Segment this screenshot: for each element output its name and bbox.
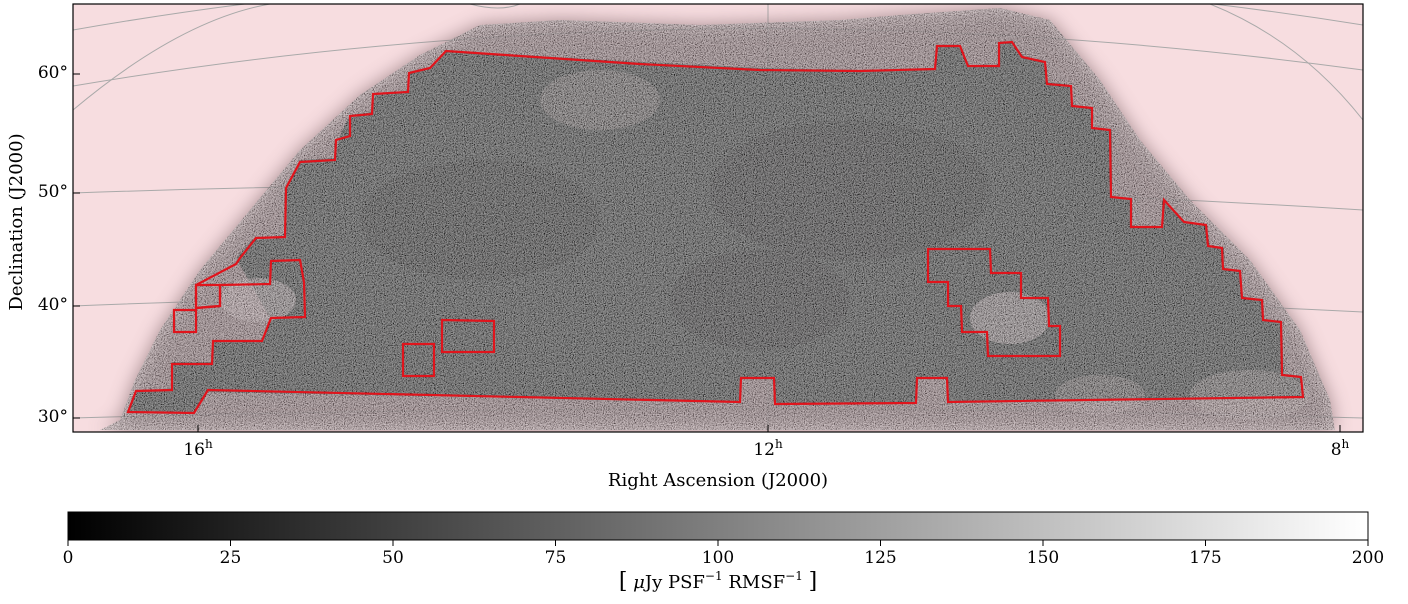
colorbar-ticks: [67, 540, 1369, 546]
dec-tick-label: 40°: [38, 295, 68, 315]
x-axis-label: Right Ascension (J2000): [608, 470, 828, 491]
colorbar-tick-label: 25: [220, 548, 242, 568]
colorbar-tick-label: 0: [63, 548, 74, 568]
dec-axis: 30° 40° 50° 60°: [38, 63, 80, 427]
dec-tick-label: 50°: [38, 182, 68, 202]
colorbar-tick-label: 75: [545, 548, 567, 568]
colorbar-gradient: [67, 511, 1369, 541]
y-axis-label: Declination (J2000): [6, 133, 27, 310]
dec-tick-label: 30°: [38, 407, 68, 427]
ra-grid-14h: [469, 4, 521, 9]
footprint-outlines: [126, 40, 1305, 415]
dec-tick-label: 60°: [38, 63, 68, 83]
ra-grid-16h: [73, 4, 271, 111]
footprint-hole-a: [401, 342, 436, 378]
colorbar-tick-label: 50: [382, 548, 404, 568]
footprint-hole-left: [194, 283, 222, 310]
colorbar-tick-label: 125: [864, 548, 896, 568]
footprint-hole-ngc: [172, 308, 198, 334]
footprint-hole-c: [926, 247, 1062, 358]
colorbar-tick-label: 150: [1027, 548, 1059, 568]
colorbar-tick-label: 200: [1352, 548, 1384, 568]
colorbar-unit-label: [ μJy PSF−1 RMSF−1 ]: [619, 569, 817, 594]
ra-axis: 16h 12h 8h: [183, 425, 1350, 460]
ra-grid-8h: [1209, 4, 1363, 121]
survey-noise: [100, 8, 1335, 430]
map-frame: [72, 3, 1364, 433]
ra-tick-label: 12h: [753, 437, 783, 460]
colorbar-tick-label: 175: [1189, 548, 1221, 568]
colorbar: 0 25 50 75 100 125 150 175 200 [ μJy PSF…: [63, 511, 1384, 594]
ra-tick-label: 8h: [1331, 437, 1350, 460]
ra-tick-label: 16h: [183, 437, 213, 460]
colorbar-tick-label: 100: [702, 548, 734, 568]
footprint-hole-b: [440, 318, 496, 354]
sky-map: 30° 40° 50° 60° 16h 12h 8h Right Ascensi…: [6, 3, 1364, 491]
